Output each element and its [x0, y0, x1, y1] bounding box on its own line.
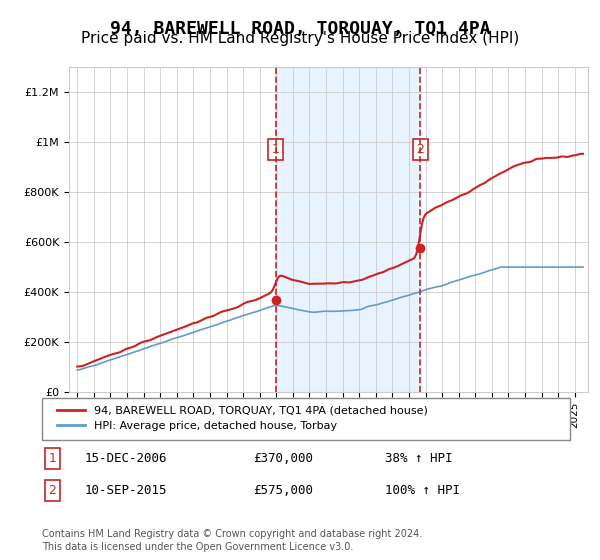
Text: Contains HM Land Registry data © Crown copyright and database right 2024.: Contains HM Land Registry data © Crown c…: [42, 529, 422, 539]
Bar: [275, 67, 421, 392]
Text: This data is licensed under the Open Government Licence v3.0.: This data is licensed under the Open Gov…: [42, 542, 353, 552]
Text: 10-SEP-2015: 10-SEP-2015: [84, 484, 167, 497]
Text: 38% ↑ HPI: 38% ↑ HPI: [385, 452, 453, 465]
Text: £575,000: £575,000: [253, 484, 313, 497]
Text: £370,000: £370,000: [253, 452, 313, 465]
Text: 94, BAREWELL ROAD, TORQUAY, TQ1 4PA: 94, BAREWELL ROAD, TORQUAY, TQ1 4PA: [110, 20, 490, 38]
Text: 1: 1: [272, 143, 280, 156]
Text: 2: 2: [49, 484, 56, 497]
FancyBboxPatch shape: [42, 398, 570, 440]
Text: 100% ↑ HPI: 100% ↑ HPI: [385, 484, 460, 497]
Text: 1: 1: [49, 452, 56, 465]
Text: 2: 2: [416, 143, 424, 156]
Legend: 94, BAREWELL ROAD, TORQUAY, TQ1 4PA (detached house), HPI: Average price, detach: 94, BAREWELL ROAD, TORQUAY, TQ1 4PA (det…: [53, 402, 432, 436]
Text: 15-DEC-2006: 15-DEC-2006: [84, 452, 167, 465]
Text: Price paid vs. HM Land Registry's House Price Index (HPI): Price paid vs. HM Land Registry's House …: [81, 31, 519, 46]
